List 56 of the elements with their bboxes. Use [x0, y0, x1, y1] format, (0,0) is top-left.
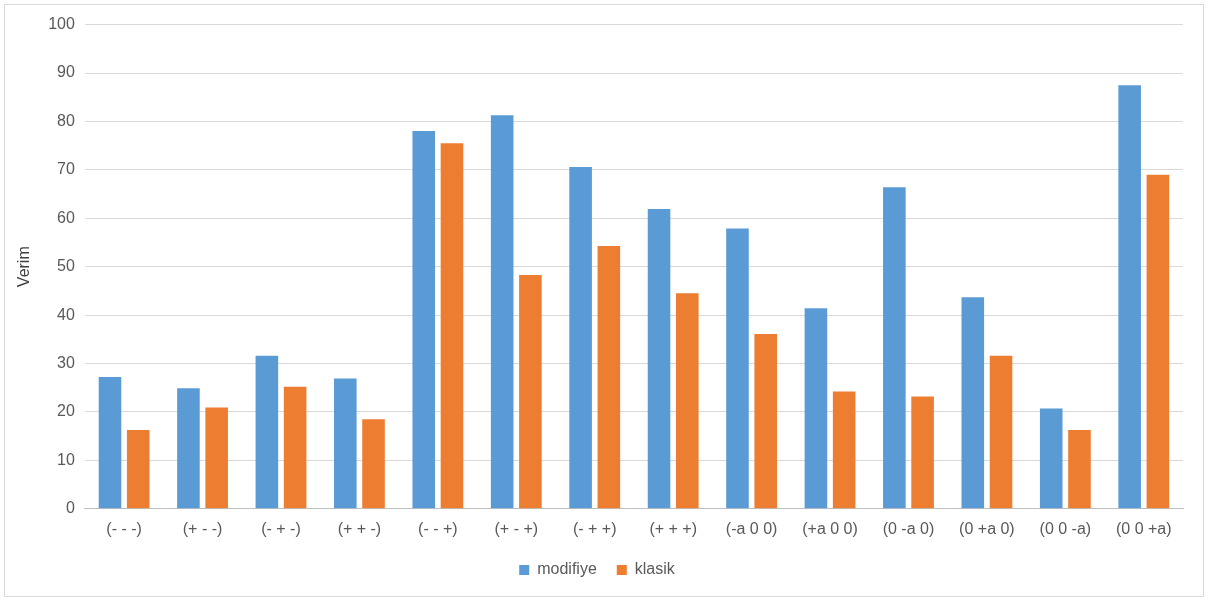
legend-label: klasik — [634, 560, 676, 578]
bar — [1118, 85, 1141, 509]
bar — [490, 115, 514, 509]
bar — [597, 245, 621, 509]
bar — [883, 187, 906, 509]
legend-label: modifiye — [537, 560, 597, 578]
bar — [255, 355, 279, 509]
y-tick-label: 60 — [57, 208, 75, 226]
bar — [283, 386, 307, 509]
y-tick-label: 10 — [57, 450, 75, 468]
bar — [675, 293, 699, 509]
x-tick-label: (- - -) — [106, 519, 142, 537]
bar — [726, 228, 749, 509]
y-tick-label: 90 — [57, 63, 75, 81]
x-tick-label: (+ - +) — [494, 519, 539, 537]
y-tick-label: 20 — [57, 402, 75, 420]
x-tick-label: (+a 0 0) — [802, 519, 858, 537]
x-tick-label: (0 0 +a) — [1115, 519, 1172, 537]
bar — [1068, 429, 1091, 509]
bar — [911, 396, 934, 509]
x-tick-label: (0 0 -a) — [1039, 519, 1092, 537]
x-tick-label: (+ - -) — [182, 519, 223, 537]
y-tick-label: 80 — [57, 111, 75, 129]
x-tick-label: (- + +) — [572, 519, 617, 537]
y-tick-label: 30 — [57, 353, 75, 371]
bar — [961, 297, 985, 509]
y-tick-label: 100 — [48, 15, 75, 33]
y-tick-label: 50 — [57, 257, 75, 275]
bar — [989, 355, 1013, 509]
x-tick-label: (0 +a 0) — [959, 519, 1015, 537]
bar — [362, 419, 385, 509]
x-tick-label: (-a 0 0) — [725, 519, 778, 537]
x-tick-label: (+ + -) — [337, 519, 382, 537]
bar — [205, 407, 228, 509]
y-tick-label: 70 — [57, 160, 75, 178]
bar — [804, 308, 828, 509]
bar — [1039, 408, 1063, 509]
bar — [126, 429, 150, 509]
bar — [177, 388, 200, 509]
bar — [832, 391, 856, 509]
bar — [519, 274, 542, 509]
bar — [1146, 174, 1170, 509]
bar — [412, 131, 436, 509]
x-tick-label: (- - +) — [418, 519, 458, 537]
bar — [440, 143, 464, 509]
x-tick-label: (- + -) — [261, 519, 301, 537]
y-axis-title: Verim — [15, 246, 33, 288]
x-tick-label: (0 -a 0) — [882, 519, 935, 537]
bar — [334, 378, 357, 509]
bar — [647, 209, 671, 509]
y-tick-label: 0 — [65, 499, 75, 517]
x-tick-label: (+ + +) — [649, 519, 697, 537]
y-tick-label: 40 — [57, 305, 75, 323]
bar — [754, 334, 778, 509]
bar — [98, 377, 122, 509]
bar — [569, 166, 592, 509]
